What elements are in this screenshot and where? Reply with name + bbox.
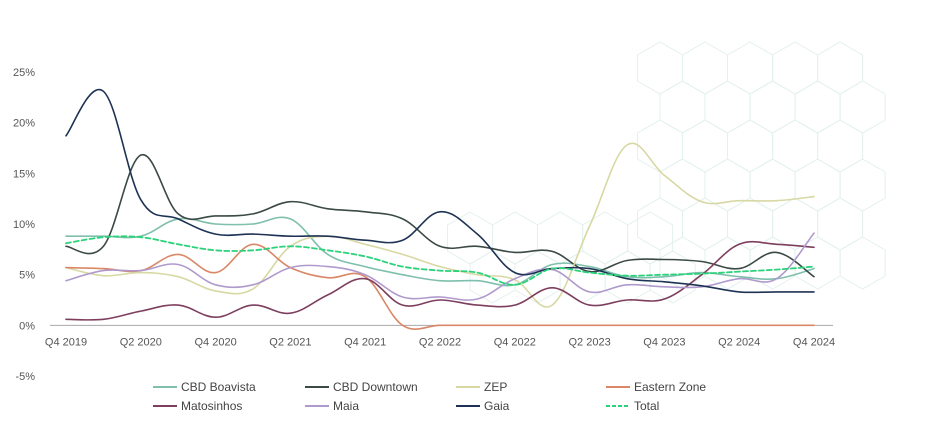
hexagon-shape [637, 197, 683, 251]
hexagon-shape [794, 158, 841, 212]
legend-item: Maia [305, 399, 359, 413]
legend-label: ZEP [484, 380, 507, 394]
x-tick-label: Q2 2024 [718, 336, 760, 348]
legend-label: Gaia [484, 399, 510, 413]
legend-item: Gaia [456, 399, 510, 413]
legend-label: CBD Boavista [181, 380, 256, 394]
series-line-matosinhos [65, 240, 815, 321]
x-tick-label: Q4 2023 [643, 336, 685, 348]
hexagon-shape [817, 197, 864, 251]
y-tick-label: 15% [13, 168, 35, 180]
hexagon-shape [447, 211, 493, 265]
hexagon-shape [659, 80, 706, 134]
legend-label: Matosinhos [181, 399, 242, 413]
y-tick-label: 25% [13, 67, 35, 79]
x-tick-label: Q4 2022 [494, 336, 536, 348]
hexagon-shape [682, 41, 728, 95]
x-tick-label: Q2 2022 [419, 336, 461, 348]
hexagon-shape [817, 119, 864, 173]
y-axis: 25% 20% 15% 10% 5% 0% -5% [13, 67, 35, 383]
hexagon-shape [492, 211, 538, 265]
hexagon-shape [839, 158, 886, 212]
hexagon-shape [772, 119, 819, 173]
x-tick-label: Q4 2024 [793, 336, 835, 348]
hexagon-background-pattern [447, 41, 886, 304]
series-line-gaia [65, 88, 815, 294]
hexagon-shape [537, 211, 584, 265]
hexagon-shape [727, 41, 774, 95]
hexagon-shape [817, 41, 864, 95]
legend-item: CBD Boavista [153, 380, 256, 394]
hexagon-shape [682, 197, 728, 251]
hexagon-shape [727, 119, 774, 173]
hexagon-shape [772, 197, 819, 251]
hexagon-shape [794, 80, 841, 134]
y-tick-label: -5% [15, 371, 35, 383]
hexagon-shape [772, 41, 819, 95]
hexagon-shape [839, 80, 886, 134]
legend-label: Total [634, 399, 659, 413]
hexagon-shape [637, 119, 683, 173]
series-layer [65, 88, 815, 330]
x-tick-label: Q4 2020 [194, 336, 236, 348]
series-line-cbd-downtown [65, 154, 815, 278]
hexagon-shape [794, 236, 841, 290]
x-tick-label: Q2 2020 [120, 336, 162, 348]
legend: CBD Boavista CBD Downtown ZEP Eastern Zone M… [153, 380, 706, 413]
hexagon-shape [839, 236, 886, 290]
hexagon-shape [637, 41, 683, 95]
series-line-eastern-zone [65, 243, 815, 330]
legend-item: Eastern Zone [606, 380, 706, 394]
hexagon-shape [682, 119, 728, 173]
legend-item: CBD Downtown [305, 380, 418, 394]
hexagon-shape [749, 158, 796, 212]
y-tick-label: 20% [13, 118, 35, 130]
legend-item: Total [606, 399, 659, 413]
series-line-maia [65, 232, 815, 301]
hexagon-shape [659, 236, 706, 290]
hexagon-shape [514, 250, 561, 304]
y-tick-label: 10% [13, 219, 35, 231]
legend-label: Maia [333, 399, 359, 413]
series-line-zep [65, 142, 815, 308]
hexagon-shape [659, 158, 706, 212]
x-tick-label: Q2 2023 [568, 336, 610, 348]
x-tick-label: Q4 2021 [344, 336, 386, 348]
y-tick-label: 5% [19, 270, 35, 282]
x-axis: Q4 2019 Q2 2020 Q4 2020 Q2 2021 Q4 2021 Q2 20… [45, 324, 835, 348]
legend-item: Matosinhos [153, 399, 242, 413]
legend-item: ZEP [456, 380, 507, 394]
hexagon-shape [749, 80, 796, 134]
hexagon-shape [582, 211, 629, 265]
hexagon-shape [649, 250, 696, 304]
series-line-total [65, 235, 815, 286]
y-tick-label: 0% [19, 320, 35, 332]
hexagon-shape [627, 211, 674, 265]
legend-label: Eastern Zone [634, 380, 706, 394]
legend-label: CBD Downtown [333, 380, 418, 394]
x-tick-label: Q2 2021 [269, 336, 311, 348]
x-tick-label: Q4 2019 [45, 336, 87, 348]
hexagon-shape [704, 80, 751, 134]
